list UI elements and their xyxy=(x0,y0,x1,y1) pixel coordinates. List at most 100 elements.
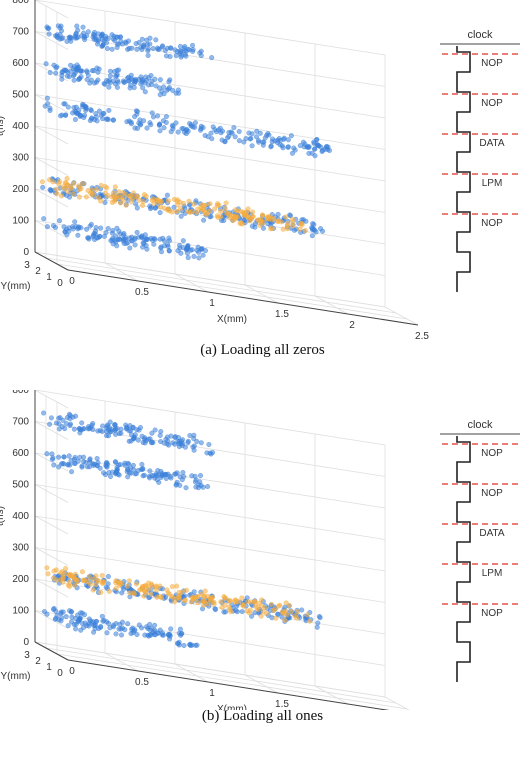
data-point-blue xyxy=(179,443,185,449)
data-point-orange xyxy=(124,583,130,589)
data-point-blue xyxy=(106,107,112,113)
t-tick-label: 0 xyxy=(23,247,29,258)
data-point-blue xyxy=(152,427,158,433)
phase-label: NOP xyxy=(481,608,503,619)
data-point-orange xyxy=(265,214,271,220)
data-point-orange xyxy=(51,575,57,581)
data-point-orange xyxy=(218,208,224,214)
x-tick-label: 1 xyxy=(209,298,215,309)
data-point-blue xyxy=(218,130,224,136)
data-point-blue xyxy=(112,426,118,432)
data-point-blue xyxy=(287,212,293,218)
data-point-blue xyxy=(193,477,199,483)
data-point-blue xyxy=(77,430,83,436)
data-point-orange xyxy=(100,580,106,586)
data-point-blue xyxy=(201,217,207,223)
data-point-orange xyxy=(285,221,291,227)
data-point-orange xyxy=(278,219,284,225)
data-point-blue xyxy=(110,624,116,630)
data-point-blue xyxy=(107,73,113,79)
data-point-blue xyxy=(114,84,120,90)
data-point-orange xyxy=(164,587,170,593)
data-point-orange xyxy=(98,589,104,595)
data-point-orange xyxy=(95,578,101,584)
data-point-blue xyxy=(71,77,77,83)
data-point-orange xyxy=(222,595,228,601)
data-point-orange xyxy=(91,192,97,198)
data-point-blue xyxy=(187,642,193,648)
data-point-blue xyxy=(81,454,87,460)
t-tick-label: 300 xyxy=(12,153,29,164)
data-point-blue xyxy=(191,253,197,259)
data-point-blue xyxy=(81,612,87,618)
data-point-blue xyxy=(275,137,281,143)
data-point-orange xyxy=(304,612,310,618)
data-point-blue xyxy=(210,124,216,130)
data-point-blue xyxy=(58,618,64,624)
grid-line xyxy=(56,653,408,710)
data-point-blue xyxy=(91,230,97,236)
data-point-orange xyxy=(169,209,175,215)
data-point-blue xyxy=(177,242,183,248)
grid-line xyxy=(34,452,69,472)
data-point-blue xyxy=(134,631,140,637)
y-axis-label: Y(mm) xyxy=(1,281,31,292)
data-point-orange xyxy=(176,593,182,599)
data-point-blue xyxy=(159,88,165,94)
data-point-blue xyxy=(110,227,116,233)
data-point-blue xyxy=(58,113,64,119)
x-tick-label: 1.5 xyxy=(275,309,289,320)
data-point-blue xyxy=(309,233,315,239)
data-point-blue xyxy=(125,38,131,44)
data-point-blue xyxy=(117,236,123,242)
data-point-blue xyxy=(44,24,50,30)
data-point-blue xyxy=(134,46,140,52)
data-point-blue xyxy=(149,430,155,436)
data-point-blue xyxy=(62,67,68,73)
data-point-orange xyxy=(270,607,276,613)
data-point-blue xyxy=(59,72,65,78)
data-point-orange xyxy=(292,613,298,619)
data-point-blue xyxy=(285,144,291,150)
y-tick-label: 2 xyxy=(35,656,41,667)
data-point-orange xyxy=(76,194,82,200)
data-point-blue xyxy=(144,125,150,131)
data-point-blue xyxy=(139,461,145,467)
data-point-blue xyxy=(67,421,73,427)
grid-line xyxy=(34,547,69,566)
data-point-blue xyxy=(139,36,145,42)
data-point-blue xyxy=(89,620,95,626)
data-point-blue xyxy=(132,236,138,242)
data-point-orange xyxy=(209,595,215,601)
data-point-blue xyxy=(183,485,189,491)
data-point-blue xyxy=(109,46,115,52)
data-point-blue xyxy=(142,436,148,442)
y-tick-label: 0 xyxy=(57,278,63,289)
data-point-blue xyxy=(73,626,79,632)
data-point-blue xyxy=(157,210,163,216)
grid-line xyxy=(244,674,279,694)
data-point-blue xyxy=(105,225,111,231)
grid-line xyxy=(34,125,386,182)
data-point-blue xyxy=(93,618,99,624)
data-point-orange xyxy=(224,210,230,216)
data-point-blue xyxy=(49,451,55,457)
data-point-blue xyxy=(166,85,172,91)
data-point-blue xyxy=(170,440,176,446)
data-point-orange xyxy=(258,219,264,225)
data-point-blue xyxy=(175,248,181,254)
data-point-blue xyxy=(80,24,86,30)
data-point-blue xyxy=(139,235,145,241)
grid-line xyxy=(34,641,386,698)
data-point-blue xyxy=(221,218,227,224)
data-point-blue xyxy=(158,244,164,250)
data-point-blue xyxy=(147,468,153,474)
data-point-blue xyxy=(155,113,161,119)
data-point-blue xyxy=(142,89,148,95)
data-point-orange xyxy=(179,589,185,595)
y-tick-label: 1 xyxy=(46,662,52,673)
data-point-blue xyxy=(72,454,78,460)
data-point-blue xyxy=(64,73,70,79)
data-point-blue xyxy=(139,77,145,83)
data-point-blue xyxy=(193,484,199,490)
